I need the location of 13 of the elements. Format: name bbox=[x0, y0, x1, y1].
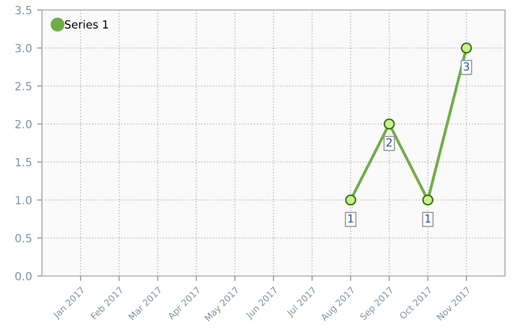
y-tick-label: 3.5 bbox=[15, 6, 32, 14]
y-tick-label: 0.5 bbox=[15, 234, 32, 242]
y-tick-label: 0.0 bbox=[15, 272, 32, 280]
y-tick-label: 1.0 bbox=[16, 196, 32, 204]
data-label: 1 bbox=[426, 214, 430, 223]
data-label: 3 bbox=[464, 62, 470, 71]
data-label: 2 bbox=[386, 138, 392, 147]
legend-label: Series 1 bbox=[64, 20, 108, 29]
y-tick-label: 1.5 bbox=[16, 158, 32, 166]
y-tick-label: 2.5 bbox=[15, 82, 32, 90]
y-tick-label: 3.0 bbox=[15, 44, 32, 52]
data-label: 1 bbox=[348, 214, 354, 223]
y-tick-label: 2.0 bbox=[15, 120, 32, 128]
